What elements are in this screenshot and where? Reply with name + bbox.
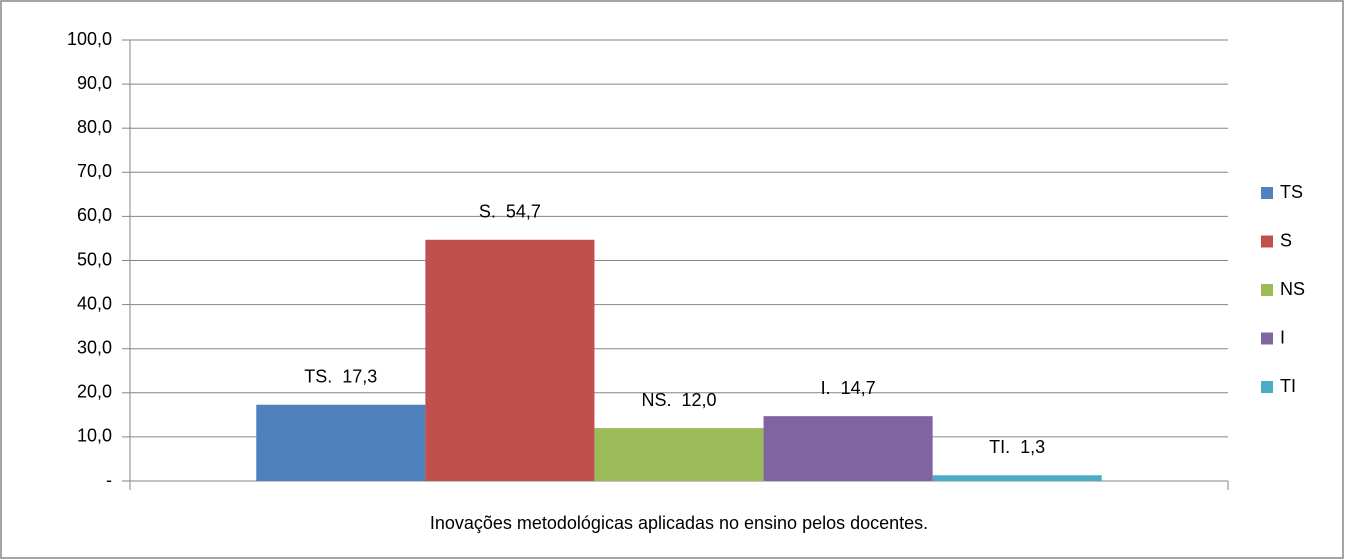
bar (763, 416, 933, 481)
y-tick-label: 50,0 (77, 249, 112, 269)
legend-swatch (1261, 187, 1273, 199)
bar (594, 428, 764, 481)
y-tick-label: 80,0 (77, 117, 112, 137)
legend-swatch (1261, 235, 1273, 248)
data-label: I. 14,7 (821, 378, 876, 398)
y-tick-label: 100,0 (67, 29, 112, 49)
y-tick-label: 60,0 (77, 205, 112, 225)
y-tick-label: 40,0 (77, 293, 112, 313)
bar (425, 239, 595, 481)
data-label: S. 54,7 (479, 202, 541, 222)
data-label: TI. 1,3 (989, 437, 1045, 457)
legend-label: TS (1280, 182, 1303, 202)
y-tick-label: 70,0 (77, 161, 112, 181)
legend-label: I (1280, 327, 1285, 347)
data-label: NS. 12,0 (641, 390, 716, 410)
legend-swatch (1261, 332, 1273, 345)
legend-swatch (1261, 284, 1273, 296)
y-tick-label: 20,0 (77, 382, 112, 402)
bar (256, 404, 426, 481)
legend-label: S (1280, 230, 1292, 250)
data-label: TS. 17,3 (304, 366, 377, 386)
legend-label: TI (1280, 376, 1296, 396)
y-tick-label: 90,0 (77, 73, 112, 93)
x-tick-label: Inovações metodológicas aplicadas no ens… (430, 513, 928, 533)
y-tick-label: - (106, 470, 112, 490)
bar (932, 475, 1102, 481)
y-tick-label: 10,0 (77, 426, 112, 446)
legend-label: NS (1280, 279, 1305, 299)
legend-swatch (1261, 381, 1273, 393)
y-tick-label: 30,0 (77, 337, 112, 357)
